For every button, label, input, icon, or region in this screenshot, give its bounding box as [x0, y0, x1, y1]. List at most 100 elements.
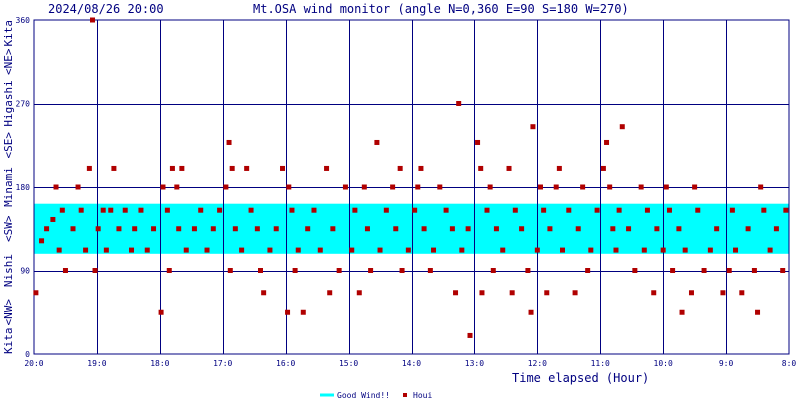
data-point: [783, 207, 789, 213]
direction-label: Kita: [2, 20, 15, 47]
direction-label: <SE>: [2, 132, 15, 159]
data-point: [553, 184, 559, 190]
data-point: [506, 165, 512, 171]
data-point: [619, 124, 625, 130]
data-point: [509, 290, 515, 296]
data-point: [530, 124, 536, 130]
data-point: [541, 207, 547, 213]
direction-label: Minami: [2, 167, 15, 207]
data-point: [226, 139, 232, 145]
good-wind-band: [34, 203, 789, 254]
data-point: [560, 247, 565, 253]
legend: Good Wind!! Houi: [320, 391, 432, 400]
data-point: [59, 207, 65, 213]
data-point: [361, 184, 367, 190]
data-point: [44, 226, 50, 232]
data-point: [610, 226, 616, 232]
data-point: [688, 290, 694, 296]
data-point: [75, 184, 81, 190]
data-point: [305, 226, 311, 232]
data-point: [169, 165, 175, 171]
data-point: [239, 247, 245, 253]
data-point: [676, 226, 682, 232]
direction-label: <NE>: [2, 48, 15, 75]
data-point: [78, 207, 84, 213]
data-point: [585, 268, 591, 273]
data-point: [286, 184, 292, 190]
data-point: [695, 207, 701, 213]
data-point: [324, 165, 330, 171]
data-point: [191, 226, 197, 232]
x-tick-label: 8:0: [782, 359, 797, 368]
data-point: [475, 139, 481, 145]
data-point: [682, 247, 688, 253]
data-point: [733, 247, 739, 253]
data-point: [459, 247, 465, 253]
data-point: [641, 247, 647, 253]
grid-layer: [33, 19, 790, 355]
data-point: [443, 207, 449, 213]
data-point: [421, 226, 427, 232]
data-point: [534, 247, 540, 253]
data-point: [479, 290, 485, 296]
data-point: [311, 207, 317, 213]
data-point: [739, 290, 745, 296]
data-point: [663, 184, 669, 190]
data-point: [176, 226, 182, 232]
data-point: [217, 207, 223, 213]
data-point: [267, 247, 273, 253]
legend-band-label: Good Wind!!: [337, 391, 390, 400]
data-point: [342, 184, 348, 190]
data-point: [528, 309, 534, 315]
y-tick-label: 360: [16, 16, 31, 25]
data-point: [478, 165, 484, 171]
data-point: [166, 268, 172, 273]
data-point: [437, 184, 443, 190]
data-point: [198, 207, 204, 213]
ticks-layer: 0 90 180 270 360 20:0 19:0 18:0 17:0 16:0 15:0 14:0…: [16, 16, 797, 368]
data-point: [111, 165, 117, 171]
data-point: [666, 207, 672, 213]
data-point: [594, 207, 600, 213]
data-point: [729, 207, 735, 213]
data-point: [138, 207, 144, 213]
data-point: [364, 226, 370, 232]
data-point: [751, 268, 757, 273]
data-point: [679, 309, 685, 315]
data-point: [330, 226, 336, 232]
x-tick-label: 14:0: [402, 359, 421, 368]
data-point: [588, 247, 594, 253]
data-point: [223, 184, 229, 190]
data-point: [295, 247, 301, 253]
data-point: [707, 247, 713, 253]
data-point: [95, 226, 101, 232]
data-point: [616, 207, 622, 213]
x-tick-label: 12:0: [528, 359, 547, 368]
data-point: [651, 290, 657, 296]
direction-label: <NW>: [2, 299, 15, 326]
data-point: [254, 226, 260, 232]
x-axis-label: Time elapsed (Hour): [512, 371, 649, 385]
data-point: [767, 247, 773, 253]
data-point: [53, 184, 59, 190]
data-point: [431, 247, 437, 253]
x-tick-label: 11:0: [591, 359, 610, 368]
x-tick-label: 10:0: [654, 359, 673, 368]
data-point: [758, 184, 764, 190]
data-point: [547, 226, 553, 232]
x-tick-label: 18:0: [150, 359, 169, 368]
left-direction-labels: Kita<NW>Nishi<SW>Minami<SE>Higashi<NE>Ki…: [2, 20, 15, 354]
data-point: [116, 226, 122, 232]
data-point: [227, 268, 233, 273]
x-tick-label: 17:0: [213, 359, 232, 368]
data-point: [70, 226, 76, 232]
data-point: [773, 226, 779, 232]
data-point: [453, 290, 459, 296]
data-point: [412, 207, 418, 213]
data-point: [720, 290, 726, 296]
data-point: [289, 207, 295, 213]
x-tick-label: 19:0: [87, 359, 106, 368]
data-point: [399, 268, 405, 273]
data-point: [292, 268, 298, 273]
data-point: [90, 17, 96, 23]
